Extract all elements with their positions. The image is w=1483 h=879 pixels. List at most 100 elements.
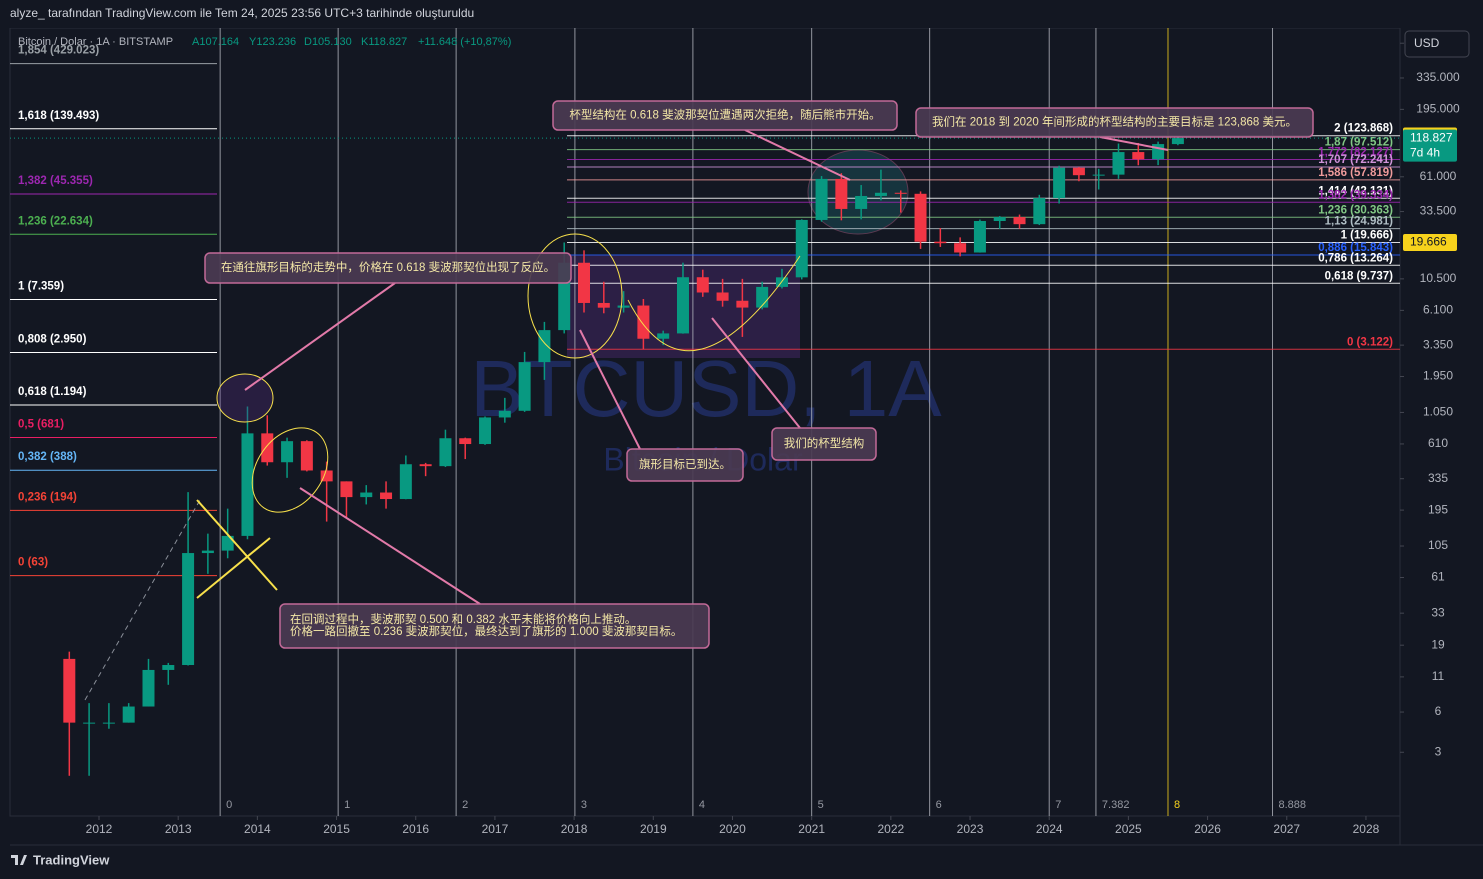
candle-body: [855, 195, 868, 209]
fib-level-label: 1,87 (97.512): [1325, 137, 1394, 149]
pointer: [299, 487, 481, 605]
x-tick-label: 2024: [1036, 822, 1063, 836]
candle-body: [954, 243, 967, 253]
candle-body: [399, 464, 412, 500]
candle-body: [340, 481, 353, 498]
y-tick-label: 61.000: [1420, 169, 1457, 183]
x-tick-label: 2015: [323, 822, 350, 836]
drawings: [84, 129, 1169, 701]
footer-brand: TradingView: [33, 852, 110, 867]
time-line-label: 7: [1055, 799, 1061, 811]
candle-body: [874, 192, 887, 196]
fib-level-label: 0,618 (1.194): [18, 386, 87, 398]
candle-body: [162, 665, 175, 670]
y-tick-label: 1.950: [1423, 369, 1453, 383]
creator-note: alyze_ tarafından TradingView.com ile Te…: [10, 6, 474, 20]
fib-level-label: 1,414 (42.131): [1318, 185, 1393, 197]
fib-level-label: 1,13 (24.981): [1325, 216, 1394, 228]
ohlc-high: Y123.236: [249, 36, 296, 48]
callout-text: 在通往旗形目标的走势中，价格在 0.618 斐波那契位出现了反应。: [221, 260, 555, 274]
trend-line: [84, 499, 201, 701]
y-tick-label: 11: [1432, 669, 1445, 683]
y-tick-label: 195: [1428, 502, 1448, 516]
candle-body: [657, 333, 670, 339]
candle-body: [380, 492, 393, 500]
time-line-label: 3: [581, 799, 587, 811]
callout-text: 在回调过程中，斐波那契 0.500 和 0.382 水平未能将价格向上推动。: [290, 612, 636, 626]
callout-text: 旗形目标已到达。: [639, 457, 731, 471]
time-line-label: 0: [226, 799, 232, 811]
highlight-ellipse: [216, 373, 274, 423]
candle-body: [736, 300, 749, 308]
candle-body: [894, 192, 907, 194]
x-tick-label: 2019: [640, 822, 667, 836]
x-tick-label: 2017: [482, 822, 509, 836]
highlight-ellipse: [251, 427, 329, 513]
y-tick-label: 195.000: [1416, 102, 1460, 116]
fib-level-label: 0,886 (15.843): [1318, 242, 1393, 254]
candle-body: [795, 219, 808, 278]
fib-level-label: 0,382 (388): [18, 451, 77, 463]
y-tick-label: 6: [1435, 704, 1442, 718]
candle-body: [261, 433, 274, 463]
candle-body: [1013, 217, 1026, 225]
header-bar: [0, 0, 1483, 28]
candle-body: [63, 658, 76, 723]
candle-body: [914, 193, 927, 242]
candle-body: [1053, 167, 1066, 199]
price-label-countdown: 7d 4h: [1410, 145, 1440, 159]
time-line-label: 4: [699, 799, 705, 811]
candle-body: [1092, 174, 1105, 176]
x-tick-label: 2016: [402, 822, 429, 836]
candle-body: [142, 669, 155, 707]
ohlc-open: A107.164: [192, 36, 239, 48]
candle-body: [934, 241, 947, 244]
y-tick-label: 335: [1428, 471, 1448, 485]
candle-body: [360, 492, 373, 498]
candle-body: [993, 217, 1006, 221]
x-tick-label: 2022: [877, 822, 904, 836]
candle-body: [696, 277, 709, 293]
pointer: [711, 317, 801, 429]
y-tick-label: 1.050: [1423, 405, 1453, 419]
candle-body: [1171, 138, 1184, 145]
currency-button-label[interactable]: USD: [1414, 36, 1440, 50]
x-tick-label: 2012: [86, 822, 113, 836]
x-tick-label: 2027: [1273, 822, 1300, 836]
candle-body: [479, 417, 492, 445]
time-line-label: 7.382: [1102, 799, 1130, 811]
candle-body: [538, 330, 551, 363]
wedge-line: [196, 537, 271, 599]
callout-box: [771, 427, 877, 461]
candle-body: [835, 178, 848, 209]
candle-body: [122, 706, 135, 723]
time-line-label: 8: [1174, 799, 1180, 811]
fib-level-label: 1,772 (82.127): [1318, 147, 1393, 159]
fib-level-label: 1 (19.666): [1341, 229, 1394, 241]
time-line-label: 6: [936, 799, 942, 811]
fib-level-label: 0,236 (194): [18, 491, 77, 503]
fib-level-label: 1,382 (45.355): [18, 175, 93, 187]
y-tick-label: 3: [1435, 744, 1442, 758]
callout-text: 杯型结构在 0.618 斐波那契位遭遇两次拒绝，随后熊市开始。: [569, 108, 880, 122]
y-tick-label: 105: [1428, 538, 1448, 552]
candle-body: [221, 535, 234, 551]
ohlc-change: +11.648 (+10,87%): [418, 36, 511, 48]
fib-level-label: 0,618 (9.737): [1325, 270, 1394, 282]
callout-text: 我们在 2018 到 2020 年间形成的杯型结构的主要目标是 123,868 …: [932, 115, 1297, 129]
candle-body: [300, 441, 313, 471]
candle-body: [1072, 167, 1085, 176]
fib-level-label: 0 (63): [18, 557, 48, 569]
currency-button[interactable]: [1404, 30, 1470, 58]
callout-box: [204, 252, 572, 284]
logo-bg: [10, 852, 28, 868]
candle-body: [1132, 152, 1145, 160]
fib-level-label: 0,5 (681): [18, 419, 64, 431]
pointer: [1099, 136, 1169, 151]
x-tick-label: 2021: [798, 822, 825, 836]
fib-level-label: 0,786 (13.264): [1318, 252, 1393, 264]
candle-body: [241, 433, 254, 536]
fib-level-label: 0 (3.122): [1347, 336, 1393, 348]
